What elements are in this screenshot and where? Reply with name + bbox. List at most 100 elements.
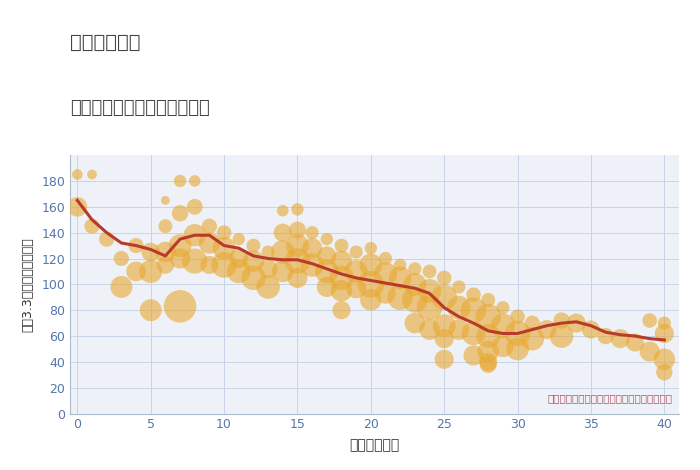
Point — [497, 304, 508, 311]
Point — [116, 283, 127, 290]
Point — [218, 229, 230, 236]
Point — [380, 290, 391, 297]
Point — [380, 270, 391, 278]
Text: 東京都鶴川駅: 東京都鶴川駅 — [70, 33, 141, 52]
Point — [262, 265, 274, 273]
Y-axis label: 坪（3.3㎡）単価（万円）: 坪（3.3㎡）単価（万円） — [21, 237, 34, 332]
Point — [145, 248, 156, 256]
Point — [174, 210, 186, 217]
Point — [644, 348, 655, 355]
Point — [292, 274, 303, 282]
Point — [424, 304, 435, 311]
Point — [145, 267, 156, 275]
Point — [351, 267, 362, 275]
Point — [365, 244, 377, 252]
Point — [468, 306, 480, 314]
Point — [395, 274, 406, 282]
Point — [600, 332, 611, 340]
Point — [160, 196, 171, 204]
Point — [86, 222, 97, 230]
Point — [482, 361, 493, 368]
Point — [454, 326, 465, 333]
Point — [454, 283, 465, 290]
Point — [145, 306, 156, 314]
Point — [130, 267, 141, 275]
Point — [248, 274, 259, 282]
Point — [218, 244, 230, 252]
Point — [160, 261, 171, 269]
Point — [116, 255, 127, 262]
Point — [174, 242, 186, 249]
Point — [482, 313, 493, 321]
Point — [615, 335, 626, 342]
Point — [644, 317, 655, 324]
Point — [233, 267, 244, 275]
Point — [86, 171, 97, 178]
Point — [321, 267, 332, 275]
Point — [439, 274, 450, 282]
Point — [365, 281, 377, 288]
Point — [262, 283, 274, 290]
Point — [277, 248, 288, 256]
Point — [439, 293, 450, 301]
Text: 円の大きさは、取引のあった物件面積を示す: 円の大きさは、取引のあった物件面積を示す — [548, 393, 673, 403]
Point — [189, 257, 200, 265]
Point — [189, 231, 200, 239]
Point — [321, 252, 332, 259]
Point — [380, 255, 391, 262]
Point — [512, 345, 523, 352]
Point — [439, 355, 450, 363]
Point — [541, 326, 552, 333]
Point — [497, 343, 508, 350]
Point — [130, 242, 141, 249]
Point — [482, 348, 493, 355]
Point — [204, 222, 215, 230]
Point — [410, 296, 421, 304]
Point — [262, 248, 274, 256]
Point — [160, 248, 171, 256]
Point — [174, 177, 186, 185]
Point — [395, 293, 406, 301]
Point — [307, 229, 318, 236]
Point — [174, 303, 186, 310]
Point — [189, 203, 200, 211]
Point — [365, 296, 377, 304]
Point — [365, 261, 377, 269]
Text: 築年数別中古マンション価格: 築年数別中古マンション価格 — [70, 99, 210, 117]
Point — [336, 287, 347, 295]
Point — [160, 222, 171, 230]
Point — [468, 291, 480, 298]
Point — [424, 326, 435, 333]
Point — [556, 317, 567, 324]
Point — [482, 358, 493, 366]
Point — [629, 339, 641, 346]
X-axis label: 築年数（年）: 築年数（年） — [349, 439, 400, 453]
Point — [336, 306, 347, 314]
Point — [277, 267, 288, 275]
Point — [336, 242, 347, 249]
Point — [439, 322, 450, 329]
Point — [497, 322, 508, 329]
Point — [570, 320, 582, 327]
Point — [248, 242, 259, 249]
Point — [307, 261, 318, 269]
Point — [410, 320, 421, 327]
Point — [512, 330, 523, 337]
Point — [321, 283, 332, 290]
Point — [277, 229, 288, 236]
Point — [482, 296, 493, 304]
Point — [482, 332, 493, 340]
Point — [233, 255, 244, 262]
Point — [189, 177, 200, 185]
Point — [277, 207, 288, 214]
Point — [439, 335, 450, 342]
Point — [101, 235, 112, 243]
Point — [395, 261, 406, 269]
Point — [526, 335, 538, 342]
Point — [410, 265, 421, 273]
Point — [585, 326, 596, 333]
Point — [659, 320, 670, 327]
Point — [233, 235, 244, 243]
Point — [204, 261, 215, 269]
Point — [321, 235, 332, 243]
